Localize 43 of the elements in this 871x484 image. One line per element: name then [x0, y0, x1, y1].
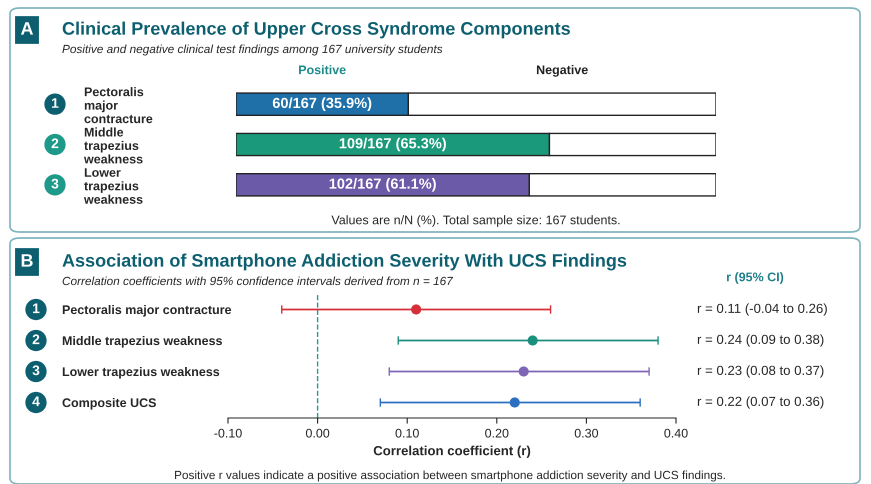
- data-label: r = 0.24 (0.09 to 0.38): [698, 334, 824, 347]
- series-label: Positive: [299, 65, 346, 74]
- chart-title: Clinical Prevalence of Upper Cross Syndrome Components: [62, 22, 570, 38]
- text: Positive r values indicate a positive association between smartphone addiction severity and UCS findings.: [175, 470, 725, 482]
- x-tick-label: -0.10: [214, 428, 242, 438]
- text: r (95% CI): [727, 272, 784, 284]
- text: 1: [52, 98, 58, 108]
- y-tick-label: Pectoralis major contracture: [62, 304, 232, 317]
- x-tick-label: 0.20: [485, 428, 508, 438]
- text: 2: [32, 334, 40, 344]
- x-tick-label: 0.10: [396, 428, 419, 438]
- series-label: Negative: [536, 65, 588, 77]
- point: [411, 304, 422, 315]
- data-label: r = 0.23 (0.08 to 0.37): [698, 365, 824, 378]
- x-tick-label: 0.00: [306, 428, 330, 438]
- data-label: r = 0.11 (-0.04 to 0.26): [698, 303, 827, 316]
- y-tick-label: Pectoralis major contracture: [84, 87, 152, 124]
- chart-title: Association of Smartphone Addiction Severity With UCS Findings: [62, 254, 626, 270]
- y-tick-label: Lower trapezius weakness: [62, 366, 220, 379]
- text: 3: [32, 365, 40, 376]
- text: A: [20, 22, 34, 35]
- chart-subtitle: Correlation coefficients with 95% confidence intervals derived from n = 167: [62, 276, 454, 286]
- text: 2: [52, 138, 58, 148]
- x-tick-label: 0.30: [574, 428, 598, 438]
- text: B: [22, 254, 33, 267]
- data-label: 60/167 (35.9%): [272, 97, 372, 111]
- y-tick-label: Composite UCS: [62, 398, 156, 410]
- x-tick-label: 0.40: [664, 428, 688, 438]
- point: [528, 335, 538, 346]
- point: [518, 366, 529, 377]
- y-tick-label: Lower trapezius weakness: [84, 168, 143, 204]
- point: [510, 397, 520, 408]
- data-label: 102/167 (61.1%): [330, 178, 436, 192]
- data-label: r = 0.22 (0.07 to 0.36): [698, 396, 824, 409]
- data-label: 109/167 (65.3%): [340, 138, 446, 152]
- text: 4: [32, 396, 40, 406]
- y-tick-label: Middle trapezius weakness: [84, 127, 143, 164]
- x-axis-title: Correlation coefficient (r): [374, 446, 530, 458]
- text: 3: [51, 178, 58, 189]
- chart-subtitle: Positive and negative clinical test findings among 167 university students: [62, 44, 442, 56]
- y-tick-label: Middle trapezius weakness: [62, 336, 222, 348]
- text: 1: [33, 304, 40, 314]
- text: Values are n/N (%). Total sample size: 167 students.: [331, 215, 620, 227]
